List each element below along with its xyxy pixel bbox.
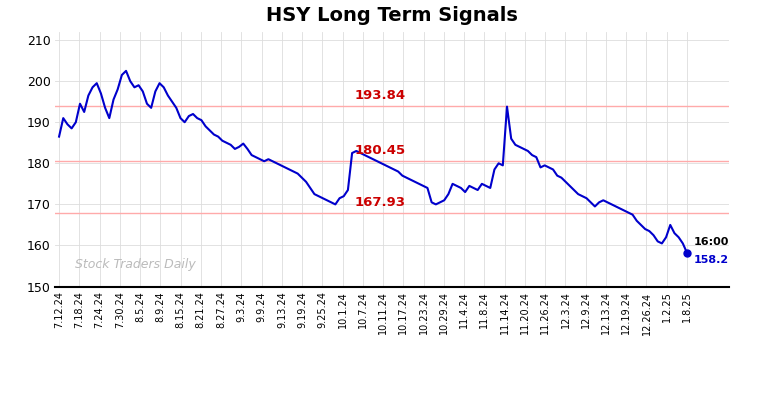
Title: HSY Long Term Signals: HSY Long Term Signals xyxy=(266,6,518,25)
Text: 180.45: 180.45 xyxy=(354,144,405,157)
Text: 193.84: 193.84 xyxy=(354,89,405,102)
Text: 16:00: 16:00 xyxy=(693,237,728,247)
Text: Stock Traders Daily: Stock Traders Daily xyxy=(75,258,196,271)
Text: 158.2: 158.2 xyxy=(693,255,728,265)
Text: 167.93: 167.93 xyxy=(354,196,405,209)
